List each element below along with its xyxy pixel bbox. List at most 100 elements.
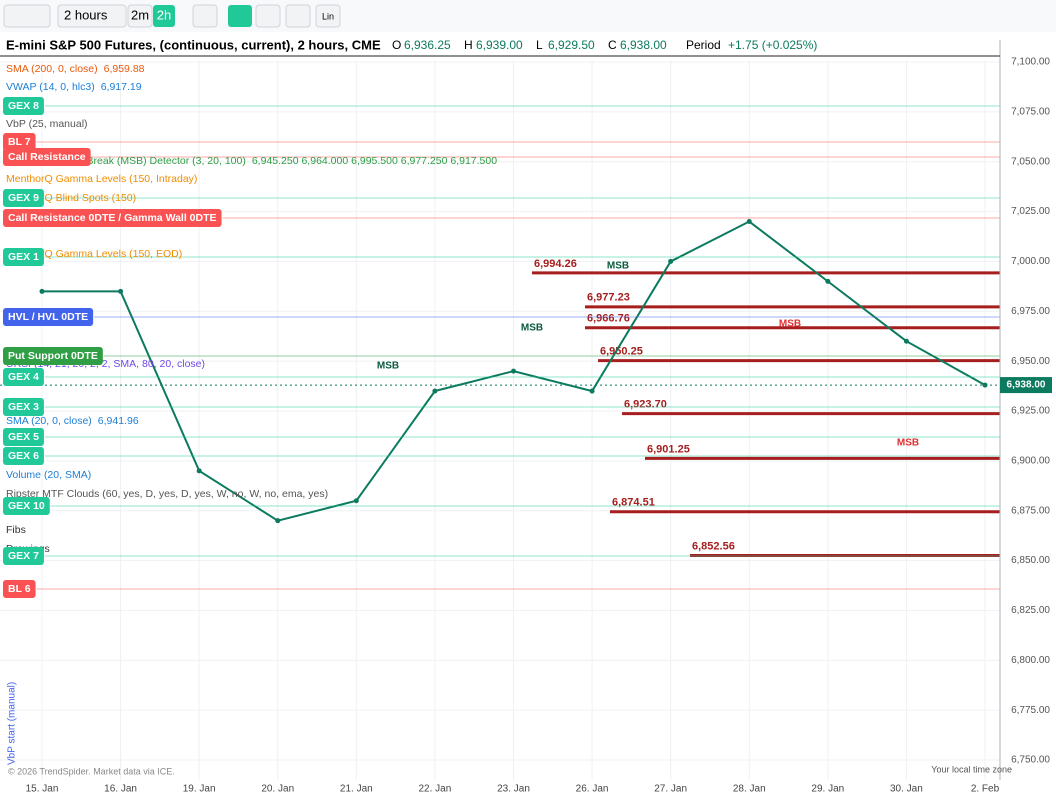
tag: [3, 547, 44, 565]
price-point: [196, 468, 202, 474]
x-tick-label: 20. Jan: [261, 784, 294, 795]
ohlc-value: 6,939.00: [476, 38, 523, 52]
price-point: [668, 258, 674, 264]
interval-label: 2 hours: [64, 7, 108, 22]
tag-label: GEX 8: [8, 100, 39, 112]
price-point: [353, 498, 359, 504]
x-tick-label: 26. Jan: [576, 784, 609, 795]
tag-label: GEX 3: [8, 401, 39, 413]
level-label: 6,852.56: [692, 540, 735, 552]
price-point: [118, 288, 124, 294]
crosshair-button[interactable]: [285, 4, 311, 28]
x-tick-label: 28. Jan: [733, 784, 766, 795]
chart-type-button[interactable]: [3, 4, 51, 28]
toolbar: [0, 0, 1056, 32]
replay-button[interactable]: [255, 4, 281, 28]
ohlc-value: 6,938.00: [620, 38, 667, 52]
x-tick-label: 16. Jan: [104, 784, 137, 795]
vbp-start: VbP start (manual): [7, 682, 18, 765]
indicator-name: MenthorQ Gamma Levels (150, EOD): [6, 248, 182, 260]
msb-label: MSB: [779, 319, 801, 330]
x-tick-label: 29. Jan: [811, 784, 844, 795]
tag-label: Put Support 0DTE: [8, 350, 98, 362]
y-tick-label: 6,825.00: [1011, 605, 1050, 616]
y-tick-label: 7,100.00: [1011, 57, 1050, 68]
level-label: 6,977.23: [587, 292, 630, 304]
tag: [3, 248, 44, 266]
tag-label: Call Resistance 0DTE / Gamma Wall 0DTE: [8, 212, 217, 224]
y-tick-label: 7,025.00: [1011, 206, 1050, 217]
ohlc-key: O: [392, 38, 401, 52]
x-tick-label: 15. Jan: [26, 784, 59, 795]
tag: [3, 148, 91, 166]
header-title: E-mini S&P 500 Futures, (continuous, cur…: [6, 37, 381, 52]
tag: [3, 133, 36, 151]
x-tick-label: 30. Jan: [890, 784, 923, 795]
copyright: © 2026 TrendSpider. Market data via ICE.: [8, 766, 175, 776]
price-point: [432, 388, 438, 394]
y-tick-label: 6,850.00: [1011, 555, 1050, 566]
level-label: 6,994.26: [534, 258, 577, 270]
interval-button[interactable]: [127, 4, 153, 28]
level-label: 6,901.25: [647, 443, 690, 455]
ohlc-key: C: [608, 38, 617, 52]
scale-button-label: Lin: [322, 11, 334, 21]
ohlc-key: H: [464, 38, 473, 52]
tag-label: GEX 9: [8, 192, 39, 204]
x-tick-label: 23. Jan: [497, 784, 530, 795]
price-point: [39, 288, 45, 294]
level-label: 6,950.25: [600, 346, 643, 358]
level-label: 6,923.70: [624, 398, 667, 410]
x-tick-label: 21. Jan: [340, 784, 373, 795]
tag-label: GEX 5: [8, 431, 39, 443]
y-tick-label: 6,800.00: [1011, 655, 1050, 666]
y-tick-label: 6,750.00: [1011, 755, 1050, 766]
level-label: 6,966.76: [587, 313, 630, 325]
indicator-name: MenthorQ Gamma Levels (150, Intraday): [6, 173, 197, 185]
y-tick-label: 6,900.00: [1011, 455, 1050, 466]
y-tick-label: 6,775.00: [1011, 705, 1050, 716]
interval-button[interactable]: [153, 5, 175, 27]
tag-label: Call Resistance: [8, 151, 86, 163]
y-tick-label: 7,075.00: [1011, 106, 1050, 117]
msb-label: MSB: [377, 361, 399, 372]
tag: [3, 428, 44, 446]
interval-select[interactable]: [57, 4, 127, 28]
y-tick-label: 6,975.00: [1011, 306, 1050, 317]
period-value: +1.75 (+0.025%): [728, 38, 817, 52]
tag: [3, 189, 44, 207]
level-label: 6,874.51: [612, 497, 655, 509]
x-tick-label: 19. Jan: [183, 784, 216, 795]
x-tick-label: 27. Jan: [654, 784, 687, 795]
tag-label: GEX 6: [8, 450, 39, 462]
tag: [3, 398, 44, 416]
tool-button[interactable]: [228, 5, 252, 27]
y-tick-label: 6,950.00: [1011, 356, 1050, 367]
indicator-name: SMA (20, 0, close): [6, 415, 92, 427]
indicator-name: SMA (200, 0, close): [6, 63, 98, 75]
scale-button[interactable]: [315, 4, 341, 28]
tag: [3, 580, 36, 598]
indicator-name: VWAP (14, 0, hlc3): [6, 81, 95, 93]
interval-button-label: 2m: [131, 7, 149, 22]
tag-label: GEX 10: [8, 500, 45, 512]
tag: [3, 447, 44, 465]
price-point: [903, 338, 909, 344]
interval-button-label: 2h: [157, 7, 171, 22]
settings-button[interactable]: [192, 4, 218, 28]
indicator-value: 6,917.19: [101, 81, 142, 93]
x-tick-label: 22. Jan: [419, 784, 452, 795]
y-tick-label: 7,000.00: [1011, 256, 1050, 267]
tag-label: BL 6: [8, 583, 31, 595]
tag-label: BL 7: [8, 136, 31, 148]
tag: [3, 209, 222, 227]
tag: [3, 347, 103, 365]
indicator-value: 6,959.88: [104, 63, 145, 75]
tag-label: GEX 4: [8, 371, 39, 383]
price-point: [746, 219, 752, 225]
price-point: [511, 368, 516, 374]
indicator-name: Volume (20, SMA): [6, 469, 91, 481]
msb-label: MSB: [521, 323, 543, 334]
